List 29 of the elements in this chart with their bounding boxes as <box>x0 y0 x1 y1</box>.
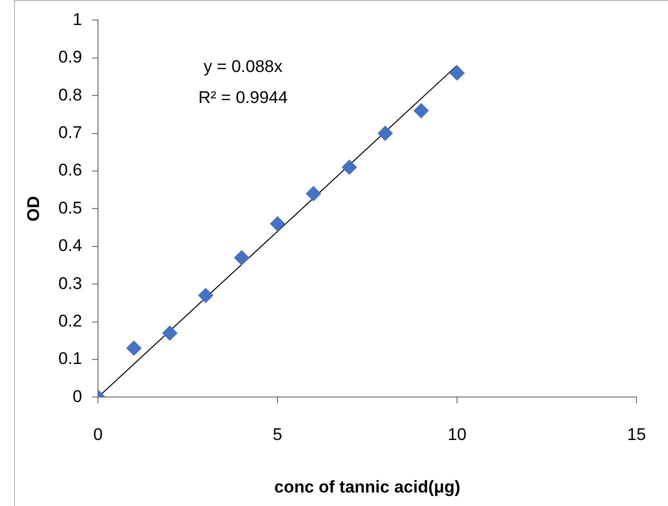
x-axis-title: conc of tannic acid(μg) <box>274 477 460 496</box>
y-tick-label: 0.8 <box>58 85 82 104</box>
point <box>450 65 465 80</box>
point <box>126 340 142 356</box>
point <box>378 126 393 141</box>
point <box>234 250 250 266</box>
point <box>198 288 214 303</box>
y-tick-label: 0.3 <box>58 274 82 293</box>
y-tick-label: 0.1 <box>58 349 82 368</box>
y-axis-title: OD <box>24 196 43 222</box>
point <box>414 103 429 118</box>
y-tick-label: 0.5 <box>58 198 82 218</box>
y-tick-label: 0.9 <box>58 48 82 67</box>
y-tick-label: 1 <box>72 10 82 29</box>
x-tick-label: 0 <box>93 425 103 444</box>
y-tick-label: 0.6 <box>58 160 82 180</box>
x-tick-label: 5 <box>272 425 282 444</box>
point <box>270 216 286 232</box>
x-tick-label: 15 <box>627 425 646 444</box>
y-tick-label: 0 <box>72 386 82 406</box>
point <box>306 186 321 202</box>
annotation: y = 0.088x <box>204 56 283 76</box>
y-tick-label: 0.4 <box>58 236 82 256</box>
point <box>162 326 178 341</box>
point <box>342 160 357 175</box>
x-tick-label: 10 <box>448 425 466 444</box>
y-tick-label: 0.7 <box>58 122 82 142</box>
y-tick-label: 0.2 <box>58 311 82 330</box>
annotation: R² = 0.9944 <box>198 88 288 107</box>
